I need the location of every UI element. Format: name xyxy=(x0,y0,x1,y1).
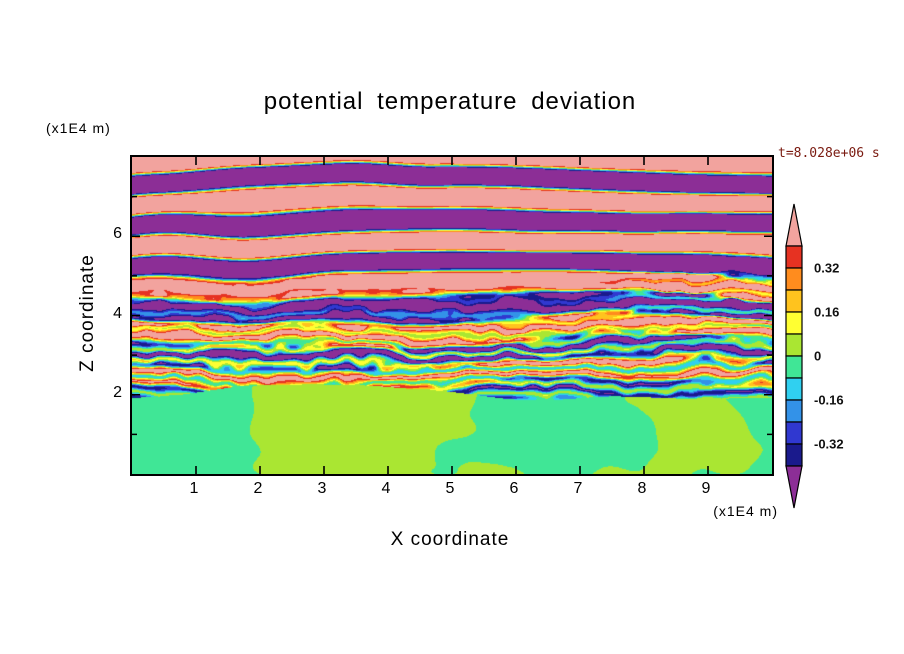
time-annotation: t=8.028e+06 s xyxy=(778,146,880,161)
colorbar-segment-orange xyxy=(785,267,803,291)
x-tick-label: 1 xyxy=(189,480,199,497)
colorbar-segment-green xyxy=(785,355,803,379)
x-tick-label: 4 xyxy=(381,480,391,497)
colorbar-arrow-top xyxy=(785,203,803,247)
x-tick-label: 7 xyxy=(573,480,583,497)
colorbar-segment-cyan xyxy=(785,377,803,401)
colorbar-segment-sky-blue xyxy=(785,399,803,423)
chart-title: potential temperature deviation xyxy=(263,88,637,115)
x-tick-label: 5 xyxy=(445,480,455,497)
colorbar-tick-label: 0.16 xyxy=(814,305,839,320)
colorbar-segment-amber xyxy=(785,289,803,313)
z-tick-label: 2 xyxy=(113,383,122,401)
x-axis-units: (x1E4 m) xyxy=(713,503,778,519)
colorbar-segment-yellow xyxy=(785,311,803,335)
z-axis-units: (x1E4 m) xyxy=(46,120,111,136)
colorbar-segment-yellow-green xyxy=(785,333,803,357)
colorbar-tick-label: 0 xyxy=(814,349,821,364)
colorbar-tick-label: -0.32 xyxy=(814,437,844,452)
x-axis-label: X coordinate xyxy=(390,529,510,550)
x-tick-label: 8 xyxy=(637,480,647,497)
x-tick-label: 9 xyxy=(701,480,711,497)
heatmap-field xyxy=(132,157,772,474)
colorbar-segment-blue xyxy=(785,421,803,445)
x-tick-label: 6 xyxy=(509,480,519,497)
z-tick-label: 4 xyxy=(113,304,122,322)
colorbar-arrow-bottom xyxy=(785,465,803,509)
colorbar-segment-red xyxy=(785,245,803,269)
colorbar-tick-label: -0.16 xyxy=(814,393,844,408)
colorbar-tick-label: 0.32 xyxy=(814,261,839,276)
plot-area xyxy=(130,155,774,476)
colorbar-segment-navy xyxy=(785,443,803,467)
colorbar: 0.32 0.16 0 -0.16 -0.32 xyxy=(785,203,844,509)
z-tick-label: 6 xyxy=(113,225,122,243)
x-tick-label: 2 xyxy=(253,480,263,497)
x-tick-label: 3 xyxy=(317,480,327,497)
